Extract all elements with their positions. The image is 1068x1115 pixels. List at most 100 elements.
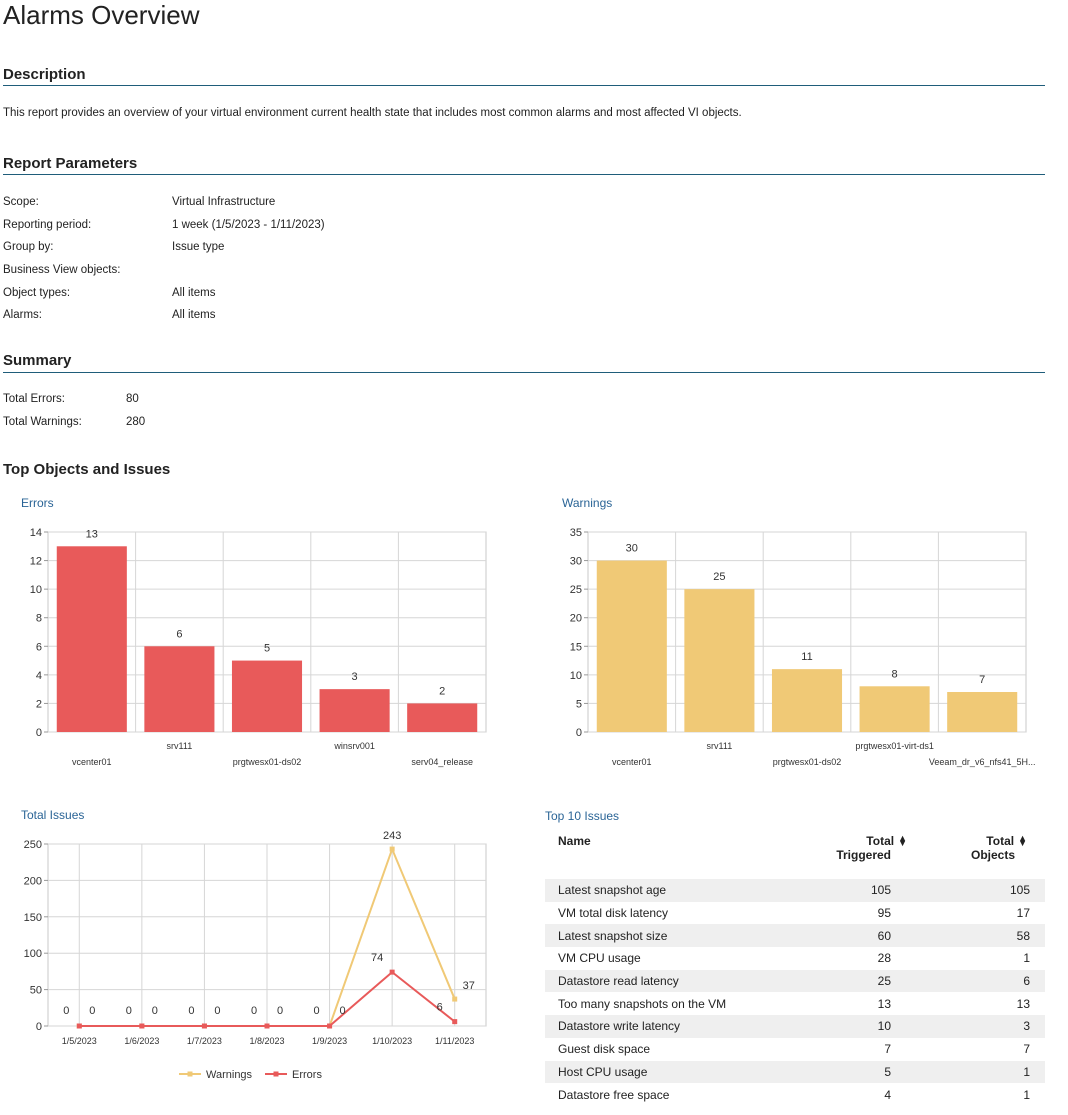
column-header-label: Total: [866, 834, 895, 848]
x-tick-label: 1/9/2023: [312, 1036, 347, 1046]
issue-name: Datastore free space: [558, 1087, 670, 1102]
x-tick-label: 1/5/2023: [62, 1036, 97, 1046]
y-tick-label: 200: [24, 875, 42, 887]
issue-objects: 13: [1016, 996, 1030, 1011]
param-label: Scope:: [3, 196, 39, 208]
data-label: 74: [371, 952, 383, 964]
data-label: 5: [264, 643, 270, 655]
x-tick-label: vcenter01: [612, 757, 652, 767]
column-header-total-triggered[interactable]: Total ▲ ▼ Triggered: [777, 826, 911, 879]
column-header-label: Total: [986, 834, 1015, 848]
issue-objects: 1: [1023, 1087, 1030, 1102]
issue-name: Latest snapshot size: [545, 924, 777, 948]
issue-name: Datastore write latency: [545, 1015, 777, 1038]
x-tick-label: prgtwesx01-virt-ds1: [855, 741, 934, 751]
issue-triggered: 5: [777, 1060, 911, 1084]
data-label: 0: [314, 1005, 320, 1017]
issue-triggered: 95: [877, 906, 891, 921]
table-row: Latest snapshot age 105 105: [545, 879, 1045, 902]
data-label: 0: [152, 1005, 158, 1017]
errors-chart-title: Errors: [21, 496, 54, 510]
y-tick-label: 25: [570, 584, 582, 596]
data-label: 6: [176, 628, 182, 640]
data-point: [327, 1023, 333, 1029]
y-tick-label: 50: [30, 985, 42, 997]
report-parameters-divider: [3, 174, 1045, 175]
data-label: 13: [86, 528, 98, 540]
data-label: 30: [626, 543, 638, 555]
param-value: All items: [172, 309, 216, 321]
issue-name: Latest snapshot age: [545, 879, 777, 902]
table-row: Too many snapshots on the VM 13 13: [545, 992, 1045, 1015]
issue-triggered: 13: [877, 996, 891, 1011]
table-row: Datastore read latency 25 6: [545, 969, 1045, 993]
y-tick-label: 10: [570, 670, 582, 682]
y-tick-label: 35: [570, 527, 582, 539]
param-label: Reporting period:: [3, 219, 92, 231]
sort-icon: ▲ ▼: [1018, 833, 1027, 848]
bar: [319, 689, 390, 732]
x-tick-label: winsrv001: [333, 741, 375, 751]
issue-objects: 1: [911, 1060, 1045, 1084]
param-value: 1 week (1/5/2023 - 1/11/2023): [172, 219, 325, 231]
x-tick-label: srv111: [707, 741, 733, 751]
table-row: Datastore free space 4 1: [545, 1083, 1045, 1106]
issue-objects: 7: [1023, 1042, 1030, 1057]
param-value: Virtual Infrastructure: [172, 196, 276, 208]
issue-name: Too many snapshots on the VM: [558, 996, 727, 1011]
issue-name: Datastore read latency: [545, 969, 777, 993]
issue-name: Guest disk space: [558, 1042, 651, 1057]
y-tick-label: 5: [576, 698, 582, 710]
issue-name: VM total disk latency: [558, 906, 669, 921]
data-point: [201, 1023, 207, 1029]
data-label: 11: [801, 651, 812, 663]
param-label: Alarms:: [3, 309, 42, 321]
table-row: VM CPU usage 28 1: [545, 947, 1045, 970]
issue-objects: 6: [911, 969, 1045, 993]
bar: [407, 703, 478, 732]
table-row: Datastore write latency 10 3: [545, 1015, 1045, 1038]
warnings-bar-chart: 0 5 10 15 20 25 30 35 30 vcenter01 25 srv111 11 prgtw…: [570, 527, 1036, 767]
issue-triggered: 25: [777, 969, 911, 993]
data-label: 2: [439, 685, 445, 697]
data-point: [264, 1023, 270, 1029]
page-title: Alarms Overview: [3, 0, 200, 30]
summary-divider: [3, 372, 1045, 373]
x-tick-label: prgtwesx01-ds02: [233, 757, 302, 767]
data-label: 25: [713, 571, 725, 583]
y-tick-label: 12: [30, 556, 42, 568]
y-tick-label: 4: [36, 670, 42, 682]
issue-objects: 17: [1016, 906, 1030, 921]
table-row: Latest snapshot size 60 58: [545, 924, 1045, 948]
column-header-total-objects[interactable]: Total ▲ ▼ Objects: [911, 826, 1045, 879]
y-tick-label: 30: [570, 556, 582, 568]
y-tick-label: 100: [24, 948, 42, 960]
column-header-label: Triggered: [836, 848, 891, 862]
y-tick-label: 14: [30, 527, 42, 539]
bar: [596, 560, 667, 732]
legend-label: Warnings: [206, 1069, 253, 1081]
issue-objects: 105: [911, 879, 1045, 902]
x-tick-label: 1/6/2023: [124, 1036, 159, 1046]
issue-objects: 58: [911, 924, 1045, 948]
summary-label: Total Warnings:: [3, 416, 82, 428]
total-issues-line-chart: 0 50 100 150 200 250 1/5/2023 1/6/2023 1/7/2023 1…: [24, 830, 487, 1081]
x-tick-label: 1/10/2023: [372, 1036, 412, 1046]
column-header-name-label: Name: [558, 834, 591, 848]
param-value: All items: [172, 287, 216, 299]
issue-triggered: 4: [884, 1087, 891, 1102]
bar: [231, 660, 303, 732]
column-header-name[interactable]: Name: [545, 826, 777, 879]
y-tick-label: 15: [570, 641, 582, 653]
column-header-label: Objects: [970, 848, 1015, 862]
issue-triggered: 7: [884, 1042, 891, 1057]
data-point: [139, 1023, 145, 1029]
data-label: 8: [892, 668, 898, 680]
issue-objects: 1: [1023, 951, 1030, 966]
y-tick-label: 10: [30, 584, 42, 596]
data-label: 0: [126, 1005, 132, 1017]
data-label: 243: [383, 830, 401, 842]
x-tick-label: srv111: [167, 741, 193, 751]
issue-name: VM CPU usage: [558, 951, 641, 966]
top10-table: Name Total ▲ ▼ Triggered Total ▲ ▼ Objects L…: [545, 826, 1045, 1106]
